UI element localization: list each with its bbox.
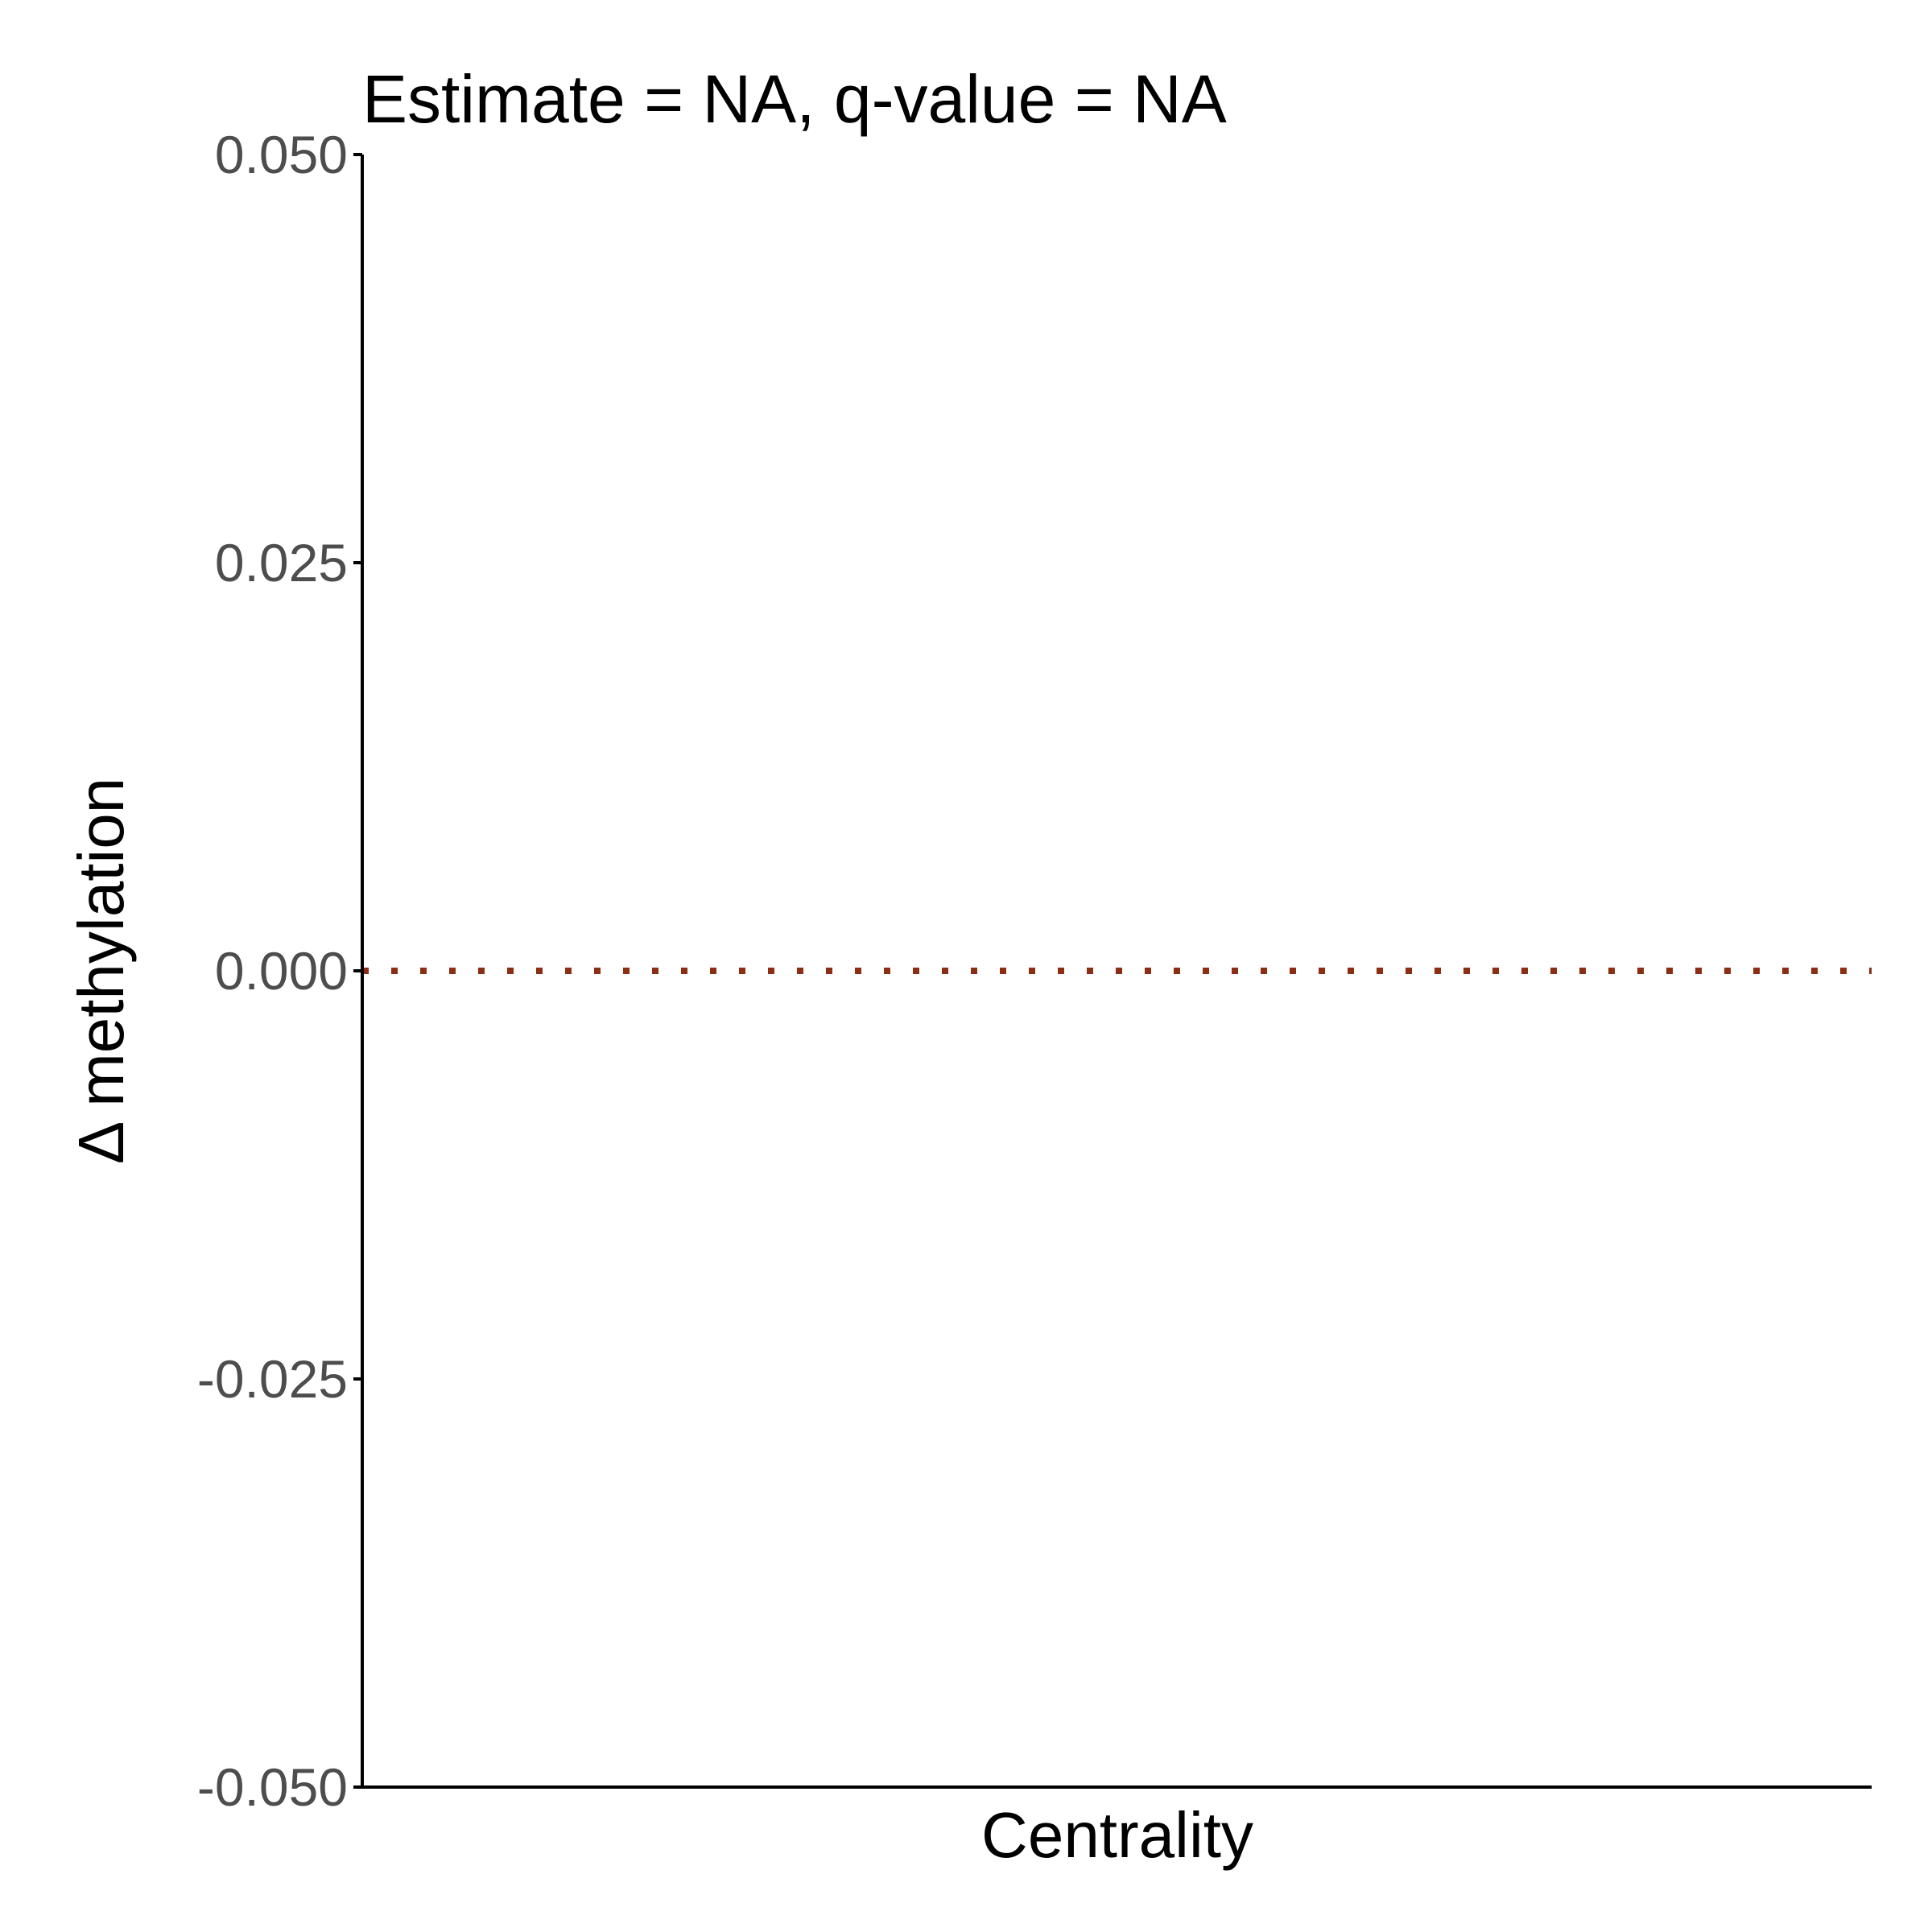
y-tick-label: 0.000	[215, 941, 348, 1001]
y-axis-ticks: 0.050 0.025 0.000 -0.025 -0.050	[197, 125, 362, 1817]
y-tick-label: 0.050	[215, 125, 348, 184]
y-tick-label: 0.025	[215, 533, 348, 592]
chart-title: Estimate = NA, q-value = NA	[362, 61, 1227, 137]
y-tick-label: -0.050	[197, 1757, 348, 1817]
y-axis-title: Δ methylation	[65, 778, 137, 1164]
y-tick-label: -0.025	[197, 1349, 348, 1409]
x-axis-title: Centrality	[981, 1799, 1253, 1871]
